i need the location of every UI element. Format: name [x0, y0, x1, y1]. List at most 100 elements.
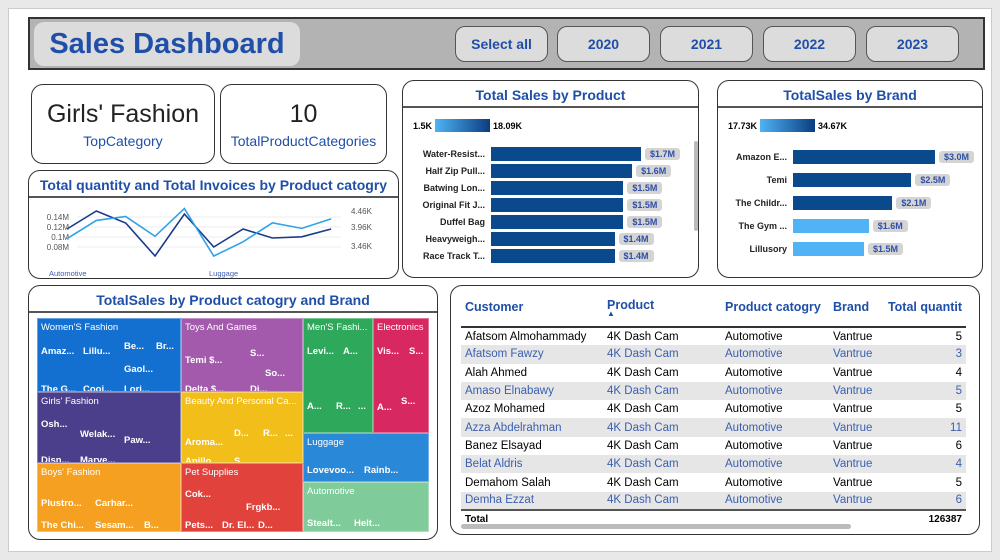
filter-2021-button[interactable]: 2021	[660, 26, 753, 62]
brand-tile-label[interactable]: S...	[234, 456, 249, 463]
table-row[interactable]: Amaso Elnabawy 4K Dash Cam Automotive Vantr…	[461, 381, 966, 401]
bar[interactable]	[491, 147, 641, 161]
brand-tile-label[interactable]: R...	[263, 428, 278, 439]
bar-row[interactable]: The Gym ... $1.6M	[718, 219, 908, 233]
bar[interactable]	[793, 173, 912, 187]
treemap-category[interactable]: Pet Supplies Cok... Frgkb... Pets... Dr. El.…	[181, 463, 303, 532]
brand-tile-label[interactable]: D...	[234, 428, 249, 439]
brand-tile-label[interactable]: Lori...	[124, 384, 150, 392]
column-header-brand[interactable]: Brand	[829, 294, 881, 328]
table-row[interactable]: Azza Abdelrahman 4K Dash Cam Automotive Van…	[461, 418, 966, 437]
filter-2022-button[interactable]: 2022	[763, 26, 856, 62]
table-row[interactable]: Azoz Mohamed 4K Dash Cam Automotive Vantrue…	[461, 400, 966, 418]
brand-tile-label[interactable]: R...	[336, 401, 351, 412]
brand-tile-label[interactable]: Gaol...	[124, 364, 154, 375]
bar[interactable]	[491, 198, 624, 212]
bar[interactable]	[793, 242, 864, 256]
filter-select-all-button[interactable]: Select all	[455, 26, 548, 62]
brand-tile-label[interactable]: Temi $...	[185, 355, 223, 366]
bar-row[interactable]: Duffel Bag $1.5M	[403, 215, 663, 229]
treemap-category[interactable]: Luggage Lovevoo... Rainb...	[303, 433, 429, 482]
brand-tile-label[interactable]: ...	[285, 428, 293, 439]
brand-tile-label[interactable]: Levi...	[307, 346, 334, 357]
brand-tile-label[interactable]: The G...	[41, 384, 76, 392]
bar-row[interactable]: Lillusory $1.5M	[718, 242, 904, 256]
bar[interactable]	[491, 181, 624, 195]
brand-tile-label[interactable]: Vis...	[377, 346, 400, 357]
brand-tile-label[interactable]: Cok...	[185, 489, 211, 500]
table-row[interactable]: Banez Elsayad 4K Dash Cam Automotive Vantru…	[461, 437, 966, 455]
treemap-category[interactable]: Beauty And Personal Ca... D... R...... Arom…	[181, 392, 303, 463]
brand-tile-label[interactable]: Paw...	[124, 435, 151, 446]
brand-tile-label[interactable]: A...	[377, 402, 392, 413]
brand-tile-label[interactable]: Helt...	[354, 518, 380, 529]
brand-tile-label[interactable]: A...	[343, 346, 358, 357]
treemap-category[interactable]: Electronics Vis... S... A... S...	[373, 318, 429, 433]
brand-tile-label[interactable]: Aroma...	[185, 437, 224, 448]
brand-tile-label[interactable]: A...	[307, 401, 322, 412]
brand-tile-label[interactable]: ...	[358, 401, 366, 412]
scrollbar[interactable]	[694, 141, 698, 231]
brand-tile-label[interactable]: Welak...	[80, 429, 116, 440]
brand-tile-label[interactable]: Lovevoo...	[307, 465, 354, 476]
column-header-customer[interactable]: Customer	[461, 294, 603, 328]
brand-tile-label[interactable]: Disn...	[41, 455, 70, 463]
bar[interactable]	[491, 164, 633, 178]
column-header-product-category[interactable]: Product catogry	[721, 294, 829, 328]
brand-tile-label[interactable]: Stealt...	[307, 518, 341, 529]
horizontal-scrollbar[interactable]	[461, 524, 851, 529]
brand-tile-label[interactable]: Di...	[250, 384, 268, 392]
brand-tile-label[interactable]: Delta $...	[185, 384, 225, 392]
brand-tile-label[interactable]: Frgkb...	[246, 502, 281, 513]
bar-row[interactable]: Original Fit J... $1.5M	[403, 198, 663, 212]
bar[interactable]	[793, 196, 893, 210]
filter-2020-button[interactable]: 2020	[557, 26, 650, 62]
brand-tile-label[interactable]: B...	[144, 520, 159, 531]
column-header-product[interactable]: Product ▲	[603, 294, 721, 328]
treemap-category[interactable]: Boys' Fashion Plustro... Carhar... The Chi.…	[37, 463, 181, 532]
brand-tile-label[interactable]: The Chi...	[41, 520, 84, 531]
bar-row[interactable]: Heavyweigh... $1.4M	[403, 232, 654, 246]
column-header-total-quantity[interactable]: Total quantit	[881, 294, 966, 328]
brand-tile-label[interactable]: Rainb...	[364, 465, 399, 476]
brand-tile-label[interactable]: Dr. El...	[222, 520, 255, 531]
filter-2023-button[interactable]: 2023	[866, 26, 959, 62]
brand-tile-label[interactable]: So...	[265, 368, 286, 379]
bar[interactable]	[491, 232, 615, 246]
bar[interactable]	[491, 215, 624, 229]
brand-tile-label[interactable]: Be...	[124, 341, 145, 352]
table-row[interactable]: Belat Aldris 4K Dash Cam Automotive Vantrue…	[461, 455, 966, 474]
treemap-category[interactable]: Automotive Stealt... Helt...	[303, 482, 429, 532]
bar-row[interactable]: Race Track T... $1.4M	[403, 249, 654, 263]
brand-tile-label[interactable]: Amaz...	[41, 346, 75, 357]
brand-tile-label[interactable]: Sesam...	[95, 520, 134, 531]
table-row[interactable]: Demha Ezzat 4K Dash Cam Automotive Vantrue 6	[461, 491, 966, 510]
brand-tile-label[interactable]: Plustro...	[41, 498, 82, 509]
table-row[interactable]: Demahom Salah 4K Dash Cam Automotive Vantru…	[461, 473, 966, 491]
brand-tile-label[interactable]: Cooj...	[83, 384, 113, 392]
bar-row[interactable]: Batwing Lon... $1.5M	[403, 181, 663, 195]
bar[interactable]	[793, 150, 935, 164]
table-row[interactable]: Afatsom Fawzy 4K Dash Cam Automotive Vantru…	[461, 345, 966, 364]
bar-row[interactable]: The Childr... $2.1M	[718, 196, 932, 210]
bar[interactable]	[793, 219, 869, 233]
treemap-category[interactable]: Men'S Fashi... Levi... A... A... R......	[303, 318, 373, 433]
bar-row[interactable]: Amazon E... $3.0M	[718, 150, 975, 164]
brand-tile-label[interactable]: S...	[409, 346, 424, 357]
brand-tile-label[interactable]: Br...	[156, 341, 174, 352]
treemap-category[interactable]: Toys And Games Temi $... S... So... Delta $.…	[181, 318, 303, 392]
bar-row[interactable]: Temi $2.5M	[718, 173, 951, 187]
brand-tile-label[interactable]: S...	[250, 348, 265, 359]
brand-tile-label[interactable]: Carhar...	[95, 498, 134, 509]
table-row[interactable]: Afatsom Almohammady 4K Dash Cam Automotive…	[461, 327, 966, 345]
brand-tile-label[interactable]: Marve...	[80, 455, 116, 463]
brand-tile-label[interactable]: Anillo ...	[185, 456, 222, 463]
bar-row[interactable]: Water-Resist... $1.7M	[403, 147, 681, 161]
brand-tile-label[interactable]: Lillu...	[83, 346, 111, 357]
brand-tile-label[interactable]: S...	[401, 396, 416, 407]
brand-tile-label[interactable]: D...	[258, 520, 273, 531]
treemap-category[interactable]: Women'S Fashion Amaz... Lillu... Be... Br...…	[37, 318, 181, 392]
treemap-category[interactable]: Girls' Fashion Osh... Welak... Paw... Disn..…	[37, 392, 181, 463]
bar-row[interactable]: Half Zip Pull... $1.6M	[403, 164, 672, 178]
brand-tile-label[interactable]: Pets...	[185, 520, 213, 531]
